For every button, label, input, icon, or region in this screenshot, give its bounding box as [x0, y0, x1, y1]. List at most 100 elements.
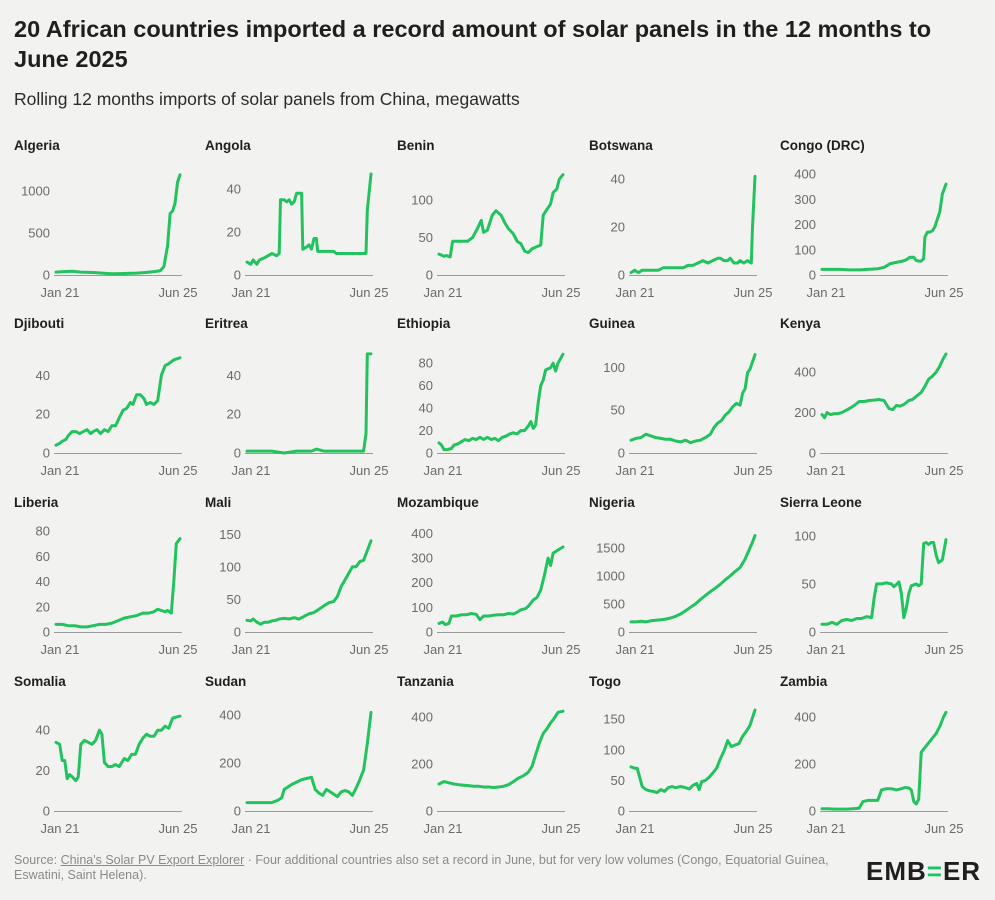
- series-line: [54, 356, 182, 447]
- panel-botswana: Botswana 0 20 40 Jan 21 Jun 25: [589, 138, 773, 308]
- chart-title: 20 African countries imported a record a…: [14, 16, 932, 72]
- y-tick-label: 400: [794, 365, 816, 380]
- y-tick-label: 100: [219, 559, 241, 574]
- panel-title: Sierra Leone: [780, 495, 862, 510]
- y-tick-label: 40: [419, 401, 433, 416]
- source-link[interactable]: China's Solar PV Export Explorer: [60, 853, 245, 867]
- line-chart: 0 20 40 Jan 21 Jun 25: [227, 352, 389, 478]
- y-tick-label: 0: [809, 625, 816, 640]
- y-tick-label: 60: [419, 378, 433, 393]
- source-prefix: Source:: [14, 853, 61, 867]
- series-line: [245, 352, 373, 455]
- line-chart: 0 100 200 300 400 Jan 21 Jun 25: [794, 167, 963, 301]
- x-tick-label: Jun 25: [158, 285, 197, 300]
- series-line: [820, 352, 948, 420]
- series-line: [245, 172, 373, 266]
- x-tick-label: Jun 25: [541, 821, 580, 836]
- panel-algeria: Algeria 0 500 1000 Jan 21 Jun 25: [14, 138, 198, 308]
- ember-logo: EMB=ER: [866, 856, 981, 887]
- y-tick-label: 50: [802, 576, 816, 591]
- y-tick-label: 100: [411, 193, 433, 208]
- series-line: [437, 709, 565, 789]
- y-tick-label: 0: [426, 804, 433, 819]
- x-tick-label: Jun 25: [733, 285, 772, 300]
- line-chart: 0 200 400 Jan 21 Jun 25: [794, 710, 963, 836]
- x-tick-label: Jan 21: [231, 285, 270, 300]
- y-tick-label: 500: [603, 596, 625, 611]
- y-tick-label: 0: [426, 446, 433, 461]
- y-tick-label: 20: [419, 423, 433, 438]
- logo-right: ER: [942, 856, 982, 886]
- y-tick-label: 400: [411, 710, 433, 725]
- panel-title: Somalia: [14, 674, 66, 689]
- x-tick-label: Jun 25: [733, 463, 772, 478]
- line-chart: 0 50 100 Jan 21 Jun 25: [794, 528, 963, 657]
- y-tick-label: 150: [219, 527, 241, 542]
- y-tick-label: 0: [809, 804, 816, 819]
- line-chart: 0 50 100 Jan 21 Jun 25: [603, 353, 773, 478]
- y-tick-label: 100: [411, 600, 433, 615]
- y-tick-label: 20: [36, 407, 50, 422]
- y-tick-label: 0: [234, 625, 241, 640]
- panel-title: Angola: [205, 138, 251, 153]
- y-tick-label: 0: [809, 446, 816, 461]
- line-chart: 0 500 1000 Jan 21 Jun 25: [21, 173, 198, 300]
- y-tick-label: 1000: [21, 183, 50, 198]
- x-tick-label: Jun 25: [541, 642, 580, 657]
- y-tick-label: 200: [794, 217, 816, 232]
- y-tick-label: 50: [419, 230, 433, 245]
- x-tick-label: Jun 25: [924, 285, 963, 300]
- line-chart: 0 20 40 Jan 21 Jun 25: [227, 172, 389, 300]
- panel-liberia: Liberia 0 20 40 60 80 Jan 21 Jun 25: [14, 495, 198, 665]
- x-tick-label: Jan 21: [423, 463, 462, 478]
- x-tick-label: Jan 21: [40, 285, 79, 300]
- x-tick-label: Jan 21: [423, 642, 462, 657]
- y-tick-label: 0: [234, 446, 241, 461]
- series-line: [629, 174, 757, 275]
- panel-title: Liberia: [14, 495, 59, 510]
- line-chart: 0 20 40 60 80 Jan 21 Jun 25: [36, 524, 198, 658]
- panel-tanzania: Tanzania 0 200 400 Jan 21 Jun 25: [397, 674, 581, 844]
- line-chart: 0 200 400 Jan 21 Jun 25: [411, 709, 580, 836]
- x-tick-label: Jun 25: [158, 463, 197, 478]
- x-tick-label: Jun 25: [349, 285, 388, 300]
- series-line: [629, 534, 757, 624]
- y-tick-label: 80: [36, 524, 50, 539]
- y-tick-label: 0: [618, 268, 625, 283]
- x-tick-label: Jan 21: [40, 463, 79, 478]
- y-tick-label: 20: [227, 407, 241, 422]
- y-tick-label: 80: [419, 356, 433, 371]
- panel-title: Kenya: [780, 316, 821, 331]
- y-tick-label: 0: [43, 804, 50, 819]
- line-chart: 0 20 40 Jan 21 Jun 25: [36, 714, 198, 836]
- panel-title: Sudan: [205, 674, 247, 689]
- panel-angola: Angola 0 20 40 Jan 21 Jun 25: [205, 138, 389, 308]
- x-tick-label: Jan 21: [806, 285, 845, 300]
- y-tick-label: 0: [809, 268, 816, 283]
- x-tick-label: Jun 25: [541, 463, 580, 478]
- panel-eritrea: Eritrea 0 20 40 Jan 21 Jun 25: [205, 316, 389, 486]
- logo-accent: =: [926, 856, 943, 886]
- x-tick-label: Jun 25: [924, 463, 963, 478]
- y-tick-label: 0: [43, 446, 50, 461]
- panel-ethiopia: Ethiopia 0 20 40 60 80 Jan 21 Jun 25: [397, 316, 581, 486]
- y-tick-label: 150: [603, 712, 625, 727]
- x-tick-label: Jan 21: [615, 821, 654, 836]
- y-tick-label: 20: [227, 225, 241, 240]
- line-chart: 0 20 40 Jan 21 Jun 25: [611, 171, 773, 300]
- y-tick-label: 200: [411, 757, 433, 772]
- x-tick-label: Jan 21: [806, 821, 845, 836]
- x-tick-label: Jan 21: [423, 821, 462, 836]
- x-tick-label: Jan 21: [806, 463, 845, 478]
- series-line: [437, 173, 565, 259]
- y-tick-label: 100: [603, 360, 625, 375]
- series-line: [54, 714, 182, 783]
- y-tick-label: 40: [36, 723, 50, 738]
- y-tick-label: 300: [794, 192, 816, 207]
- panel-title: Togo: [589, 674, 621, 689]
- series-line: [820, 182, 948, 272]
- y-tick-label: 60: [36, 549, 50, 564]
- line-chart: 0 50 100 150 Jan 21 Jun 25: [603, 708, 773, 836]
- y-tick-label: 40: [227, 182, 241, 197]
